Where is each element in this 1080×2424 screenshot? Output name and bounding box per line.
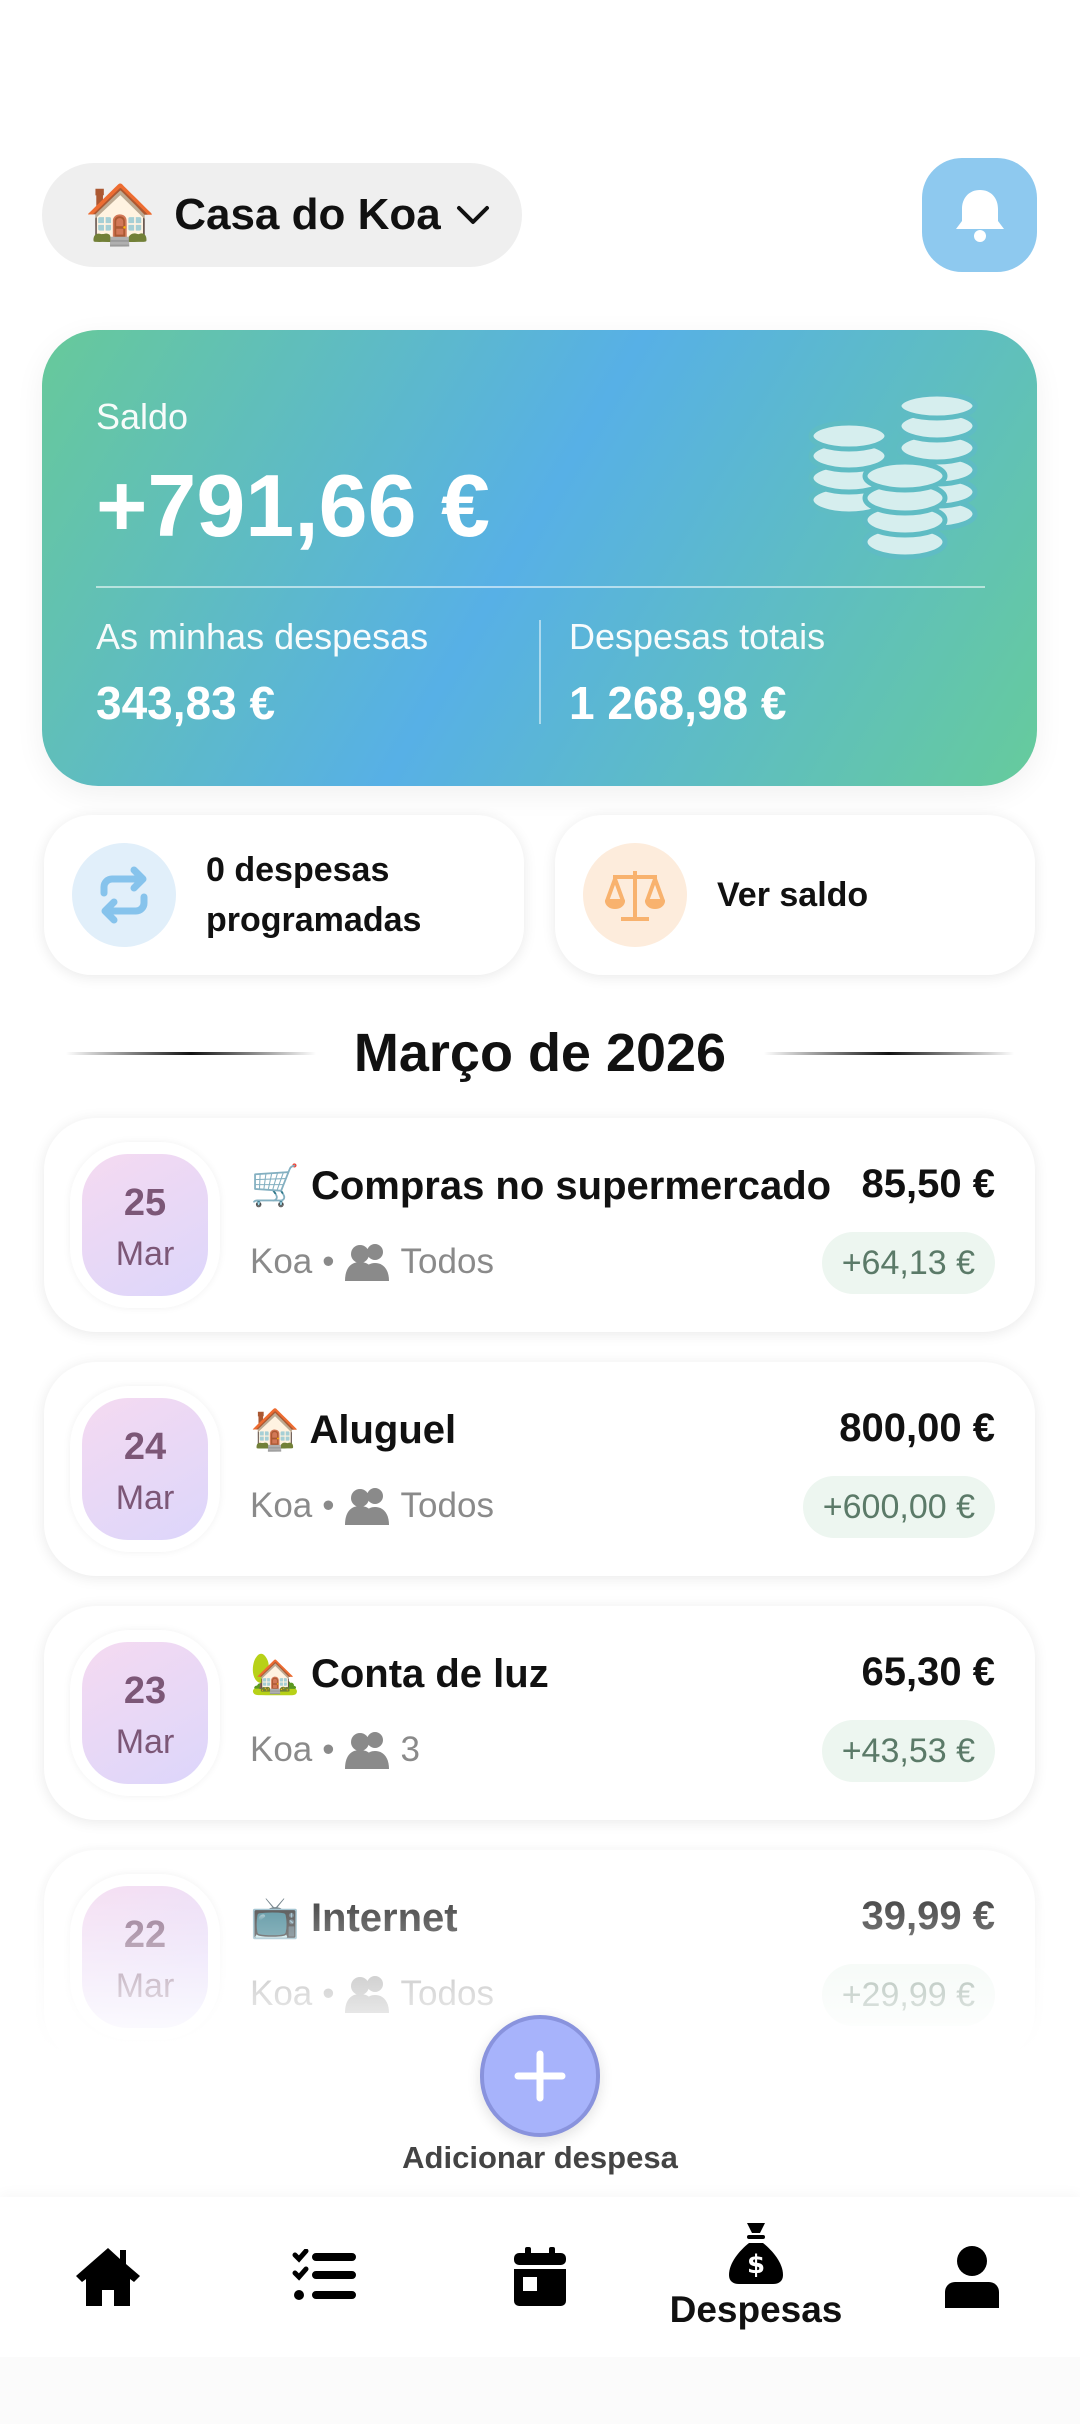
expense-participants: 3 (400, 1730, 421, 1769)
my-expenses-value: 343,83 € (96, 677, 276, 729)
bottom-nav: $ Despesas (0, 2197, 1080, 2357)
money-bag-icon: $ (729, 2223, 783, 2284)
expense-item[interactable]: 24 Mar 🏠 Aluguel 800,00 € Koa • Todos +600,… (44, 1362, 1035, 1576)
total-expenses-value: 1 268,98 € (569, 677, 787, 729)
nav-expenses-label: Despesas (669, 2289, 843, 2330)
expense-share-badge: +600,00 € (802, 1476, 995, 1538)
expense-day: 24 (123, 1426, 167, 1468)
house-selector[interactable]: 🏠 Casa do Koa (42, 163, 522, 267)
house-icon: 🏠 (84, 182, 157, 247)
expense-month: Mar (115, 1479, 175, 1517)
repeat-icon (72, 843, 176, 947)
scheduled-expenses-button[interactable]: 0 despesas programadas (44, 815, 524, 975)
svg-text:$: $ (747, 2250, 765, 2280)
expense-title: Aluguel (309, 1408, 457, 1452)
expense-participants: Todos (400, 1242, 494, 1281)
chevron-down-icon (456, 206, 489, 224)
expense-share-badge: +64,13 € (821, 1232, 995, 1294)
coins-icon (808, 392, 978, 560)
expense-item[interactable]: 23 Mar 🏡 Conta de luz 65,30 € Koa • 3 +43,5… (44, 1606, 1035, 1820)
separator-dot: • (322, 1730, 335, 1769)
house-name: Casa do Koa (174, 190, 441, 239)
expense-payer: Koa (250, 1486, 313, 1525)
expense-payer: Koa (250, 1242, 313, 1281)
expense-title: Conta de luz (310, 1652, 549, 1696)
view-balance-button[interactable]: Ver saldo (555, 815, 1035, 975)
category-emoji-icon: 🛒 (250, 1164, 300, 1208)
user-icon (945, 2246, 999, 2308)
expense-day: 23 (123, 1670, 167, 1712)
people-icon (344, 1488, 389, 1525)
add-expense-button[interactable] (480, 2015, 600, 2137)
people-icon (344, 1244, 389, 1281)
balance-card: Saldo +791,66 € As minhas despesas 343,8… (42, 330, 1037, 786)
expense-amount: 65,30 € (861, 1650, 995, 1694)
total-expenses-label: Despesas totais (569, 616, 826, 657)
expense-share-badge: +43,53 € (821, 1720, 995, 1782)
divider (764, 1051, 1015, 1055)
divider (65, 1051, 316, 1055)
divider (96, 586, 985, 588)
plus-icon (514, 2050, 566, 2102)
scheduled-expenses-label: 0 despesas programadas (206, 851, 422, 939)
date-badge: 24 Mar (70, 1386, 220, 1552)
expense-month: Mar (115, 1723, 175, 1761)
expense-payer: Koa (250, 1730, 313, 1769)
nav-expenses[interactable]: $ Despesas (648, 2197, 864, 2357)
month-title: Março de 2026 (353, 1023, 727, 1083)
expense-title: Compras no supermercado (310, 1164, 832, 1208)
my-expenses-label: As minhas despesas (96, 616, 429, 657)
nav-profile[interactable] (864, 2197, 1080, 2357)
system-bar (0, 2357, 1080, 2424)
expense-item[interactable]: 25 Mar 🛒 Compras no supermercado 85,50 € … (44, 1118, 1035, 1332)
category-emoji-icon: 🏠 (250, 1408, 300, 1452)
date-badge: 23 Mar (70, 1630, 220, 1796)
date-badge: 25 Mar (70, 1142, 220, 1308)
add-expense-label: Adicionar despesa (402, 2140, 678, 2175)
calendar-icon (514, 2247, 566, 2306)
checklist-icon (292, 2249, 356, 2300)
month-header: Março de 2026 (0, 1020, 1080, 1086)
scale-icon (583, 843, 687, 947)
bell-icon (955, 190, 1004, 242)
separator-dot: • (322, 1242, 335, 1281)
expense-amount: 800,00 € (839, 1406, 995, 1450)
home-icon (76, 2248, 140, 2306)
nav-home[interactable] (0, 2197, 216, 2357)
balance-value: +791,66 € (96, 456, 490, 555)
category-emoji-icon: 🏡 (250, 1652, 300, 1696)
expense-participants: Todos (400, 1486, 494, 1525)
divider (539, 620, 541, 724)
nav-calendar[interactable] (432, 2197, 648, 2357)
notifications-button[interactable] (922, 158, 1037, 272)
separator-dot: • (322, 1486, 335, 1525)
expense-amount: 85,50 € (861, 1162, 995, 1206)
view-balance-label: Ver saldo (717, 876, 869, 914)
balance-label: Saldo (96, 396, 189, 437)
expense-day: 25 (123, 1182, 167, 1224)
nav-tasks[interactable] (216, 2197, 432, 2357)
people-icon (344, 1732, 389, 1769)
expense-month: Mar (115, 1235, 175, 1273)
